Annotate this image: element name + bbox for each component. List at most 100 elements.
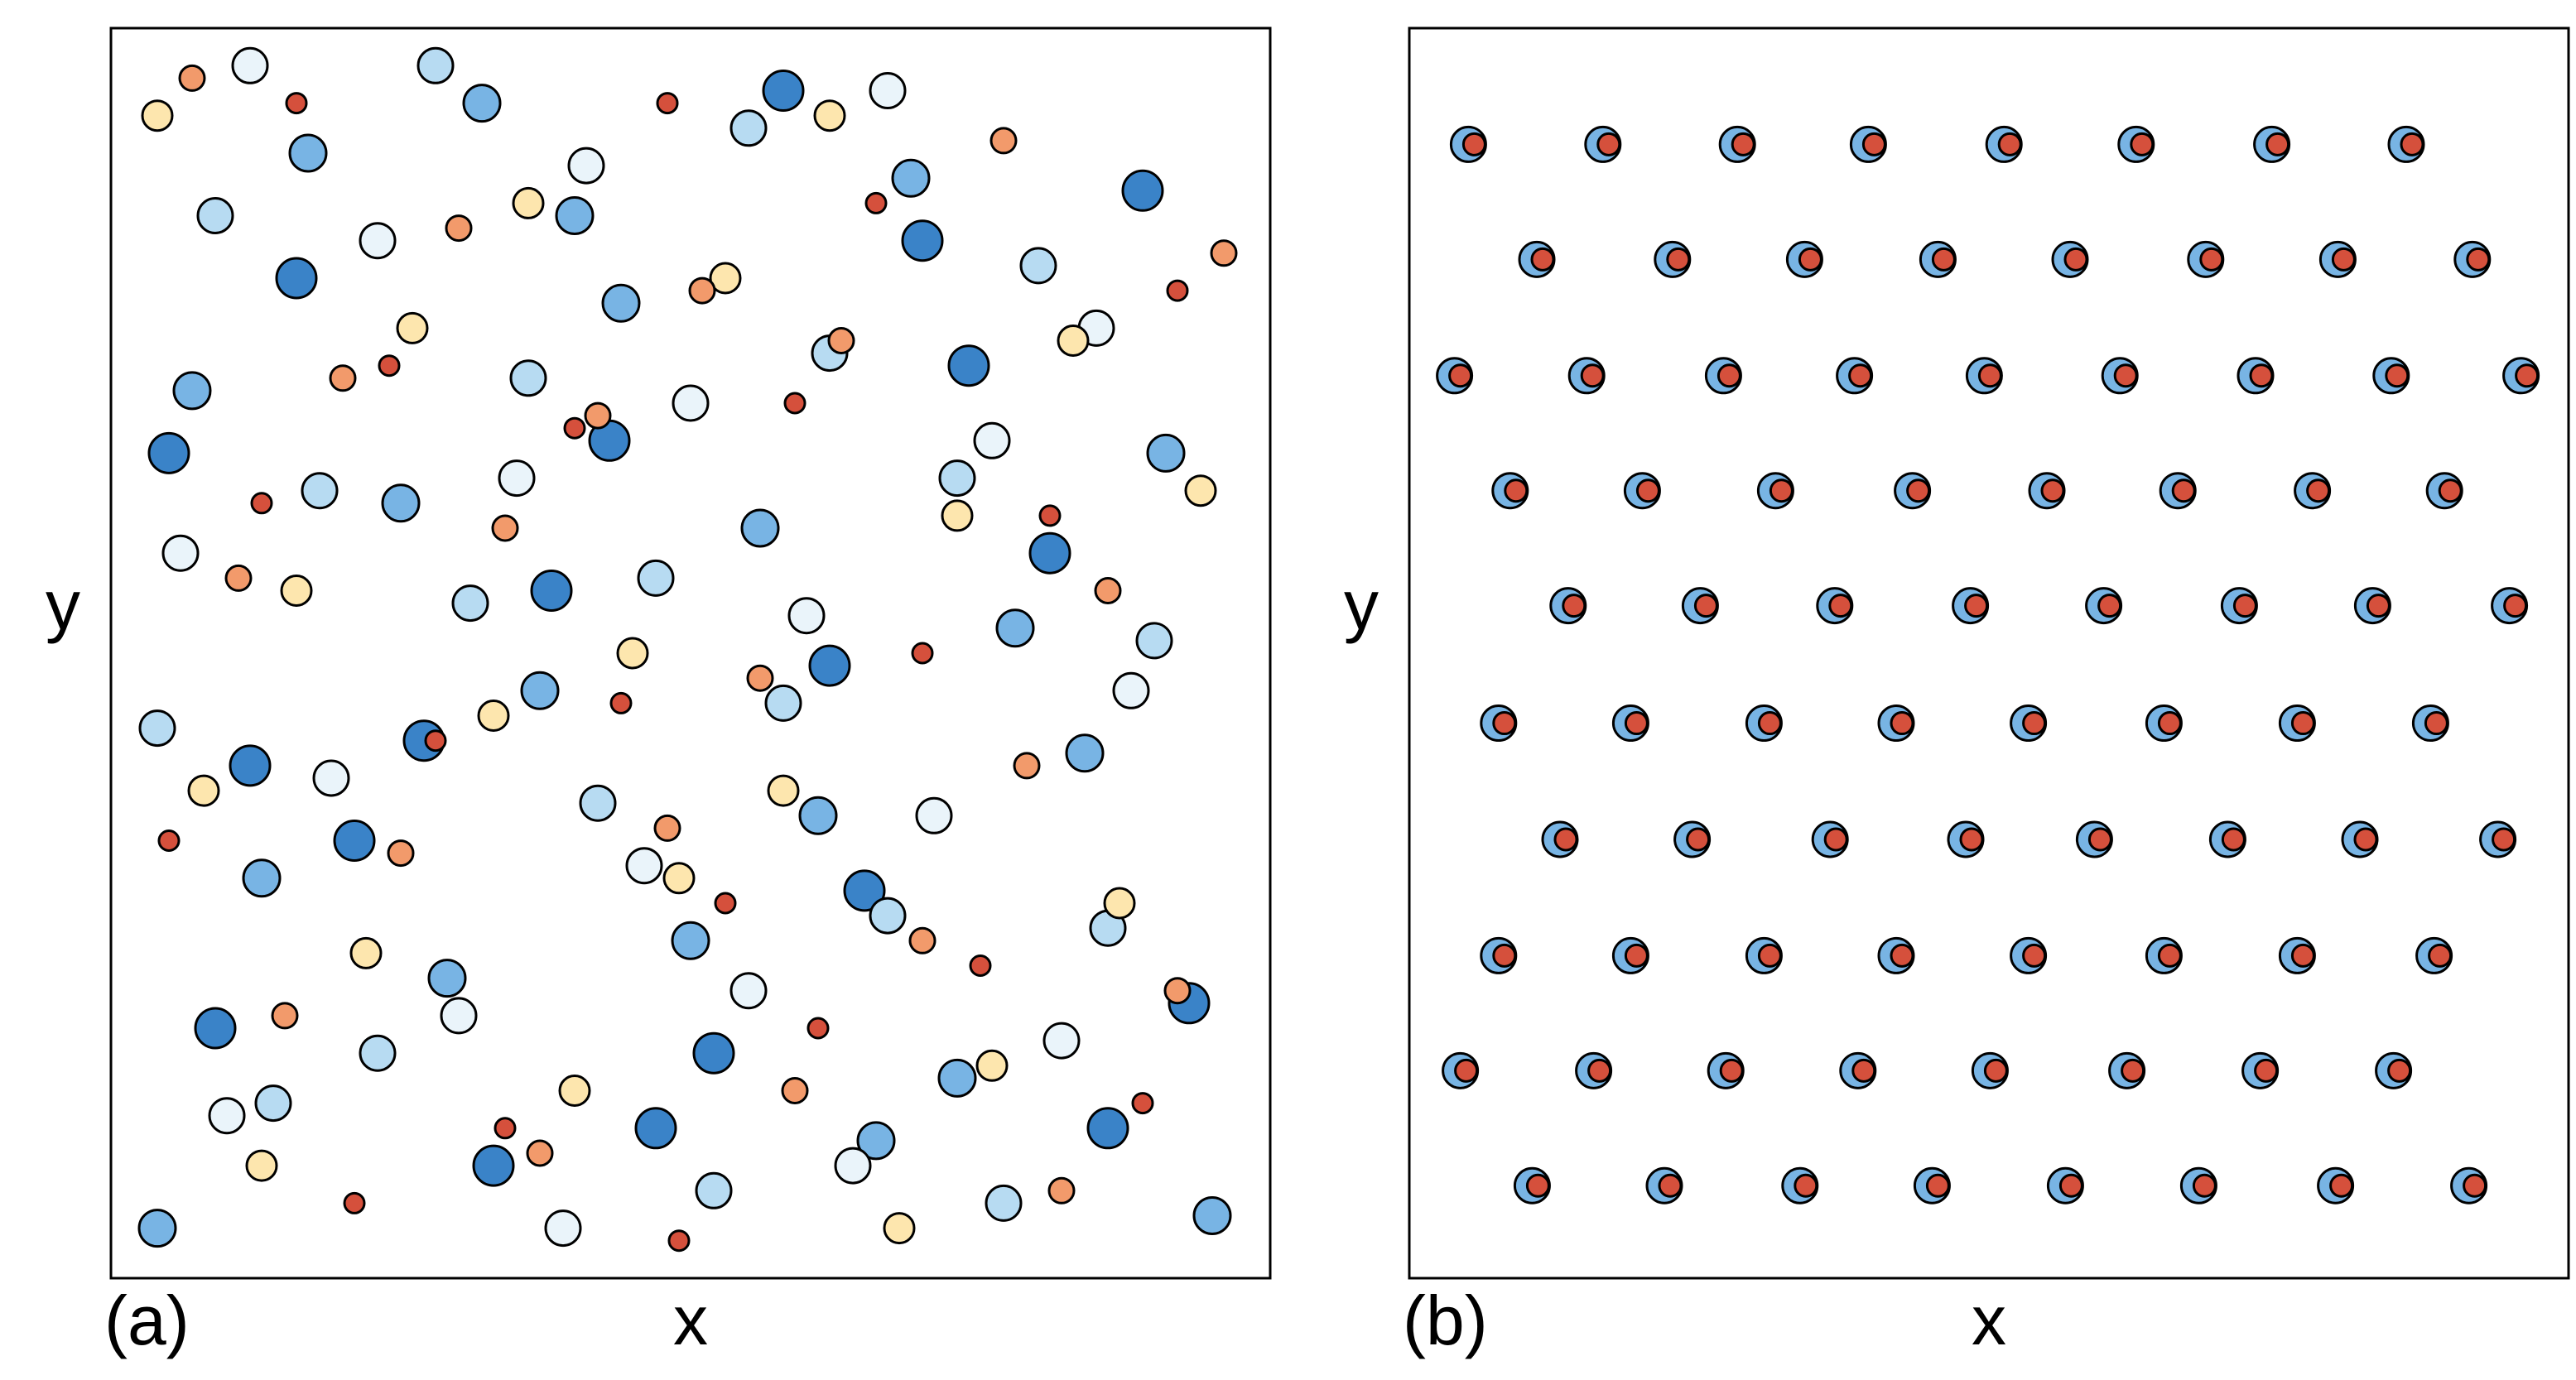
- particle: [1094, 577, 1122, 604]
- particle: [1925, 1173, 1950, 1198]
- particle: [2022, 711, 2047, 736]
- particle: [579, 784, 617, 822]
- y-axis-label: y: [1344, 566, 1379, 644]
- particle: [343, 1191, 366, 1214]
- particle: [637, 559, 675, 597]
- particle: [224, 564, 253, 592]
- particle: [1112, 671, 1150, 709]
- x-axis-label: x: [673, 1281, 708, 1359]
- particle: [891, 158, 931, 198]
- particle: [1028, 531, 1071, 575]
- particle: [1717, 363, 1741, 388]
- particle: [688, 276, 716, 305]
- particle: [901, 219, 944, 262]
- particle: [231, 46, 269, 84]
- particle: [1166, 279, 1189, 302]
- particle: [2466, 247, 2491, 272]
- particle: [1731, 132, 1755, 156]
- particle: [285, 92, 308, 115]
- particle: [714, 892, 737, 915]
- particle: [1103, 887, 1136, 920]
- particle: [288, 133, 328, 173]
- particle: [1042, 1022, 1081, 1060]
- particle: [275, 257, 318, 300]
- particle: [1890, 711, 1914, 736]
- particle: [138, 709, 176, 748]
- particle: [477, 700, 510, 732]
- particle: [1553, 827, 1578, 852]
- particle: [672, 384, 710, 422]
- particle: [2221, 827, 2246, 852]
- particle: [141, 99, 174, 132]
- x-axis-label: x: [1972, 1281, 2006, 1359]
- particle: [989, 127, 1018, 155]
- particle: [2192, 1173, 2217, 1198]
- particle: [2503, 594, 2528, 618]
- particle: [995, 608, 1035, 648]
- particle: [2385, 363, 2410, 388]
- particle: [271, 1002, 299, 1030]
- particle: [250, 492, 273, 515]
- particle: [973, 421, 1011, 459]
- particle: [843, 869, 886, 912]
- particle: [947, 344, 990, 387]
- particle: [137, 1209, 177, 1248]
- particle: [729, 972, 768, 1010]
- particle: [1757, 711, 1782, 736]
- particle: [808, 644, 851, 687]
- particle: [911, 642, 934, 665]
- particle: [864, 191, 888, 214]
- particle: [781, 1077, 809, 1104]
- particle: [883, 1212, 916, 1245]
- particle: [1047, 1176, 1076, 1204]
- particle: [2087, 827, 2112, 852]
- particle: [378, 354, 401, 377]
- particle: [242, 858, 282, 898]
- particle: [1851, 1058, 1876, 1083]
- particle: [1587, 1058, 1612, 1083]
- particle: [2097, 594, 2122, 618]
- particle: [1798, 247, 1822, 272]
- particle: [2040, 478, 2065, 503]
- particle: [764, 684, 802, 722]
- particle: [2424, 711, 2448, 736]
- particle: [245, 1149, 278, 1182]
- particle: [387, 839, 415, 868]
- particle: [147, 431, 190, 474]
- particle: [509, 359, 547, 397]
- particle: [1861, 132, 1886, 156]
- particle: [2249, 363, 2274, 388]
- particle: [634, 1107, 677, 1150]
- particle: [2438, 478, 2463, 503]
- particle: [667, 1229, 691, 1253]
- particle: [2463, 1173, 2487, 1198]
- particle: [1719, 1058, 1744, 1083]
- particle: [937, 1058, 977, 1098]
- particle: [359, 1034, 397, 1072]
- particle: [1057, 325, 1090, 357]
- particle: [2063, 247, 2088, 272]
- particle: [1163, 977, 1192, 1005]
- particle: [157, 829, 181, 852]
- particle: [975, 1049, 1009, 1082]
- plot-frame: [1408, 26, 2570, 1280]
- particle: [2130, 132, 2155, 156]
- particle: [807, 1017, 830, 1040]
- particle: [333, 820, 376, 862]
- particle: [2428, 943, 2453, 968]
- panel-label: (a): [104, 1281, 190, 1359]
- particle: [2157, 711, 2182, 736]
- particle: [1769, 478, 1794, 503]
- particle: [1525, 1173, 1550, 1198]
- particle: [1823, 827, 1848, 852]
- particle: [746, 664, 774, 692]
- particle: [1013, 752, 1041, 780]
- particle: [1666, 247, 1691, 272]
- particle: [1686, 827, 1711, 852]
- particle: [1997, 132, 2022, 156]
- particle: [349, 936, 383, 969]
- particle: [1504, 478, 1529, 503]
- particle: [941, 499, 974, 532]
- particle: [662, 862, 696, 895]
- particle: [1121, 169, 1164, 212]
